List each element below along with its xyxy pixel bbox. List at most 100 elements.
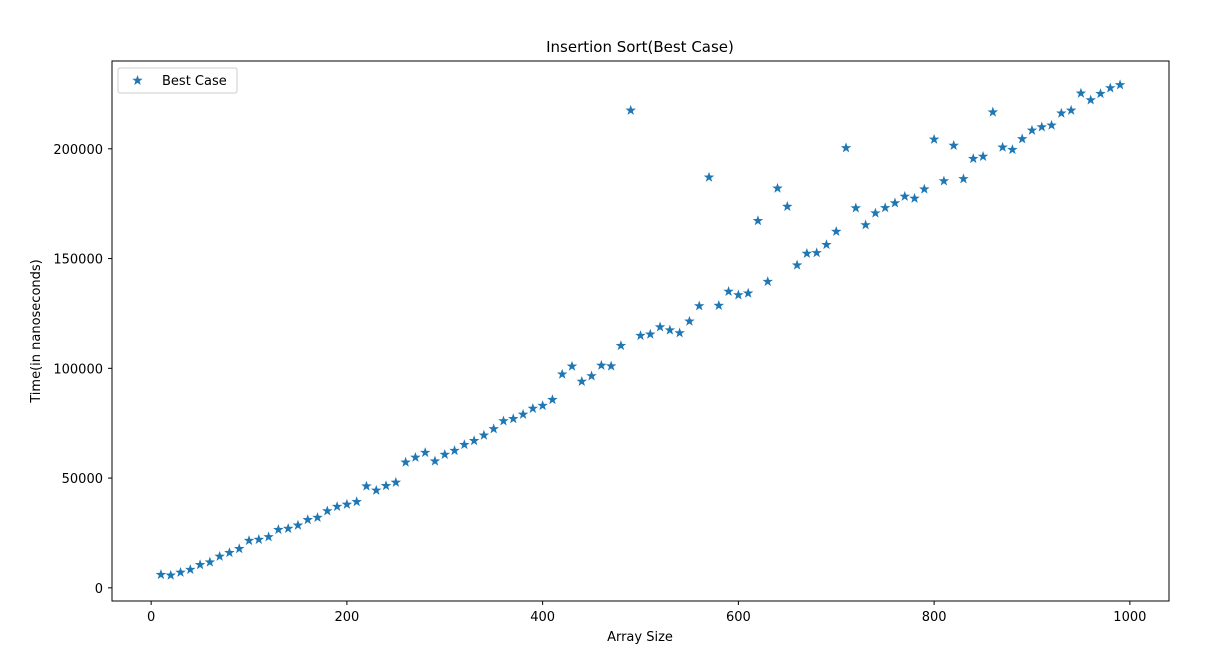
- data-point: [958, 173, 969, 184]
- x-tick-label: 600: [726, 610, 751, 625]
- plot-area: [111, 60, 1170, 602]
- y-tick-label: 200000: [53, 143, 103, 158]
- chart-title: Insertion Sort(Best Case): [546, 38, 734, 56]
- data-point: [371, 484, 382, 495]
- data-point: [1065, 104, 1077, 115]
- data-point: [341, 498, 353, 509]
- data-point: [615, 340, 627, 351]
- data-point: [762, 276, 773, 287]
- x-tick-label: 400: [530, 610, 555, 625]
- data-point: [400, 456, 411, 467]
- data-point: [654, 321, 666, 332]
- data-point: [292, 519, 304, 530]
- legend-box: [117, 67, 238, 94]
- data-point: [508, 413, 519, 424]
- data-point: [537, 400, 548, 411]
- x-tick-label: 800: [922, 610, 947, 625]
- data-point: [243, 535, 255, 546]
- data-point: [273, 524, 284, 535]
- data-point: [723, 285, 734, 296]
- data-point: [733, 289, 744, 300]
- y-axis-label: Time(in nanoseconds): [29, 259, 44, 403]
- x-axis-label: Array Size: [607, 630, 673, 645]
- data-point: [312, 512, 323, 523]
- data-point: [742, 287, 754, 298]
- data-point: [782, 201, 793, 211]
- data-point: [1046, 119, 1057, 130]
- x-axis-ticks: 0 200 400 600 800 1000: [147, 601, 1146, 625]
- data-point: [224, 547, 235, 558]
- data-point: [928, 133, 940, 144]
- y-tick-label: 100000: [53, 362, 103, 377]
- data-point: [625, 104, 636, 115]
- data-point: [1036, 121, 1048, 132]
- data-point: [821, 239, 832, 250]
- plot-frame: [111, 60, 1170, 602]
- data-point: [556, 368, 568, 379]
- x-tick-label: 200: [334, 610, 359, 625]
- data-point: [850, 202, 862, 213]
- data-point: [419, 447, 431, 458]
- data-point: [429, 455, 441, 466]
- data-point: [938, 175, 950, 186]
- data-point: [870, 207, 881, 218]
- data-point: [263, 531, 274, 542]
- data-point: [331, 501, 343, 512]
- y-tick-label: 0: [95, 582, 103, 597]
- data-point: [459, 439, 470, 450]
- legend-label: Best Case: [162, 74, 227, 89]
- data-point: [1016, 133, 1028, 144]
- data-point: [185, 564, 196, 575]
- data-point: [674, 327, 685, 338]
- data-point: [664, 324, 676, 335]
- data-point: [1056, 107, 1067, 118]
- data-point: [1007, 144, 1018, 155]
- data-point: [919, 183, 930, 194]
- data-point: [351, 496, 362, 507]
- data-point: [586, 370, 597, 381]
- data-point: [449, 445, 460, 456]
- data-point: [175, 566, 186, 577]
- data-point: [165, 569, 176, 580]
- data-point: [909, 192, 920, 203]
- data-point: [997, 141, 1008, 152]
- data-point: [253, 534, 265, 544]
- data-point: [380, 480, 392, 491]
- data-point: [791, 259, 803, 270]
- data-point: [605, 360, 617, 371]
- x-tick-label: 0: [147, 610, 155, 625]
- data-point: [693, 300, 705, 311]
- data-point: [840, 142, 852, 153]
- data-point: [233, 543, 245, 554]
- data-point: [478, 429, 490, 440]
- data-points: [155, 79, 1126, 580]
- x-tick-label: 1000: [1113, 610, 1146, 625]
- data-point: [1026, 124, 1038, 135]
- data-point: [811, 247, 822, 258]
- data-point: [635, 330, 646, 341]
- data-point: [684, 315, 695, 326]
- data-point: [889, 197, 901, 208]
- data-point: [948, 140, 959, 150]
- data-point: [361, 480, 372, 491]
- y-tick-label: 150000: [53, 253, 103, 268]
- y-tick-label: 50000: [62, 472, 103, 487]
- data-point: [645, 328, 656, 339]
- legend: Best Case: [117, 67, 238, 94]
- data-point: [713, 300, 725, 310]
- data-point: [987, 106, 999, 117]
- data-point: [1114, 79, 1126, 90]
- data-point: [596, 359, 607, 370]
- data-point: [801, 248, 813, 258]
- data-point: [703, 171, 715, 182]
- data-point: [566, 360, 578, 371]
- data-point: [576, 375, 588, 386]
- data-point: [547, 394, 558, 405]
- data-point: [204, 556, 216, 567]
- data-point: [155, 569, 167, 580]
- data-point: [488, 423, 499, 434]
- data-point: [860, 219, 871, 230]
- data-point: [214, 550, 225, 561]
- data-point: [468, 435, 480, 446]
